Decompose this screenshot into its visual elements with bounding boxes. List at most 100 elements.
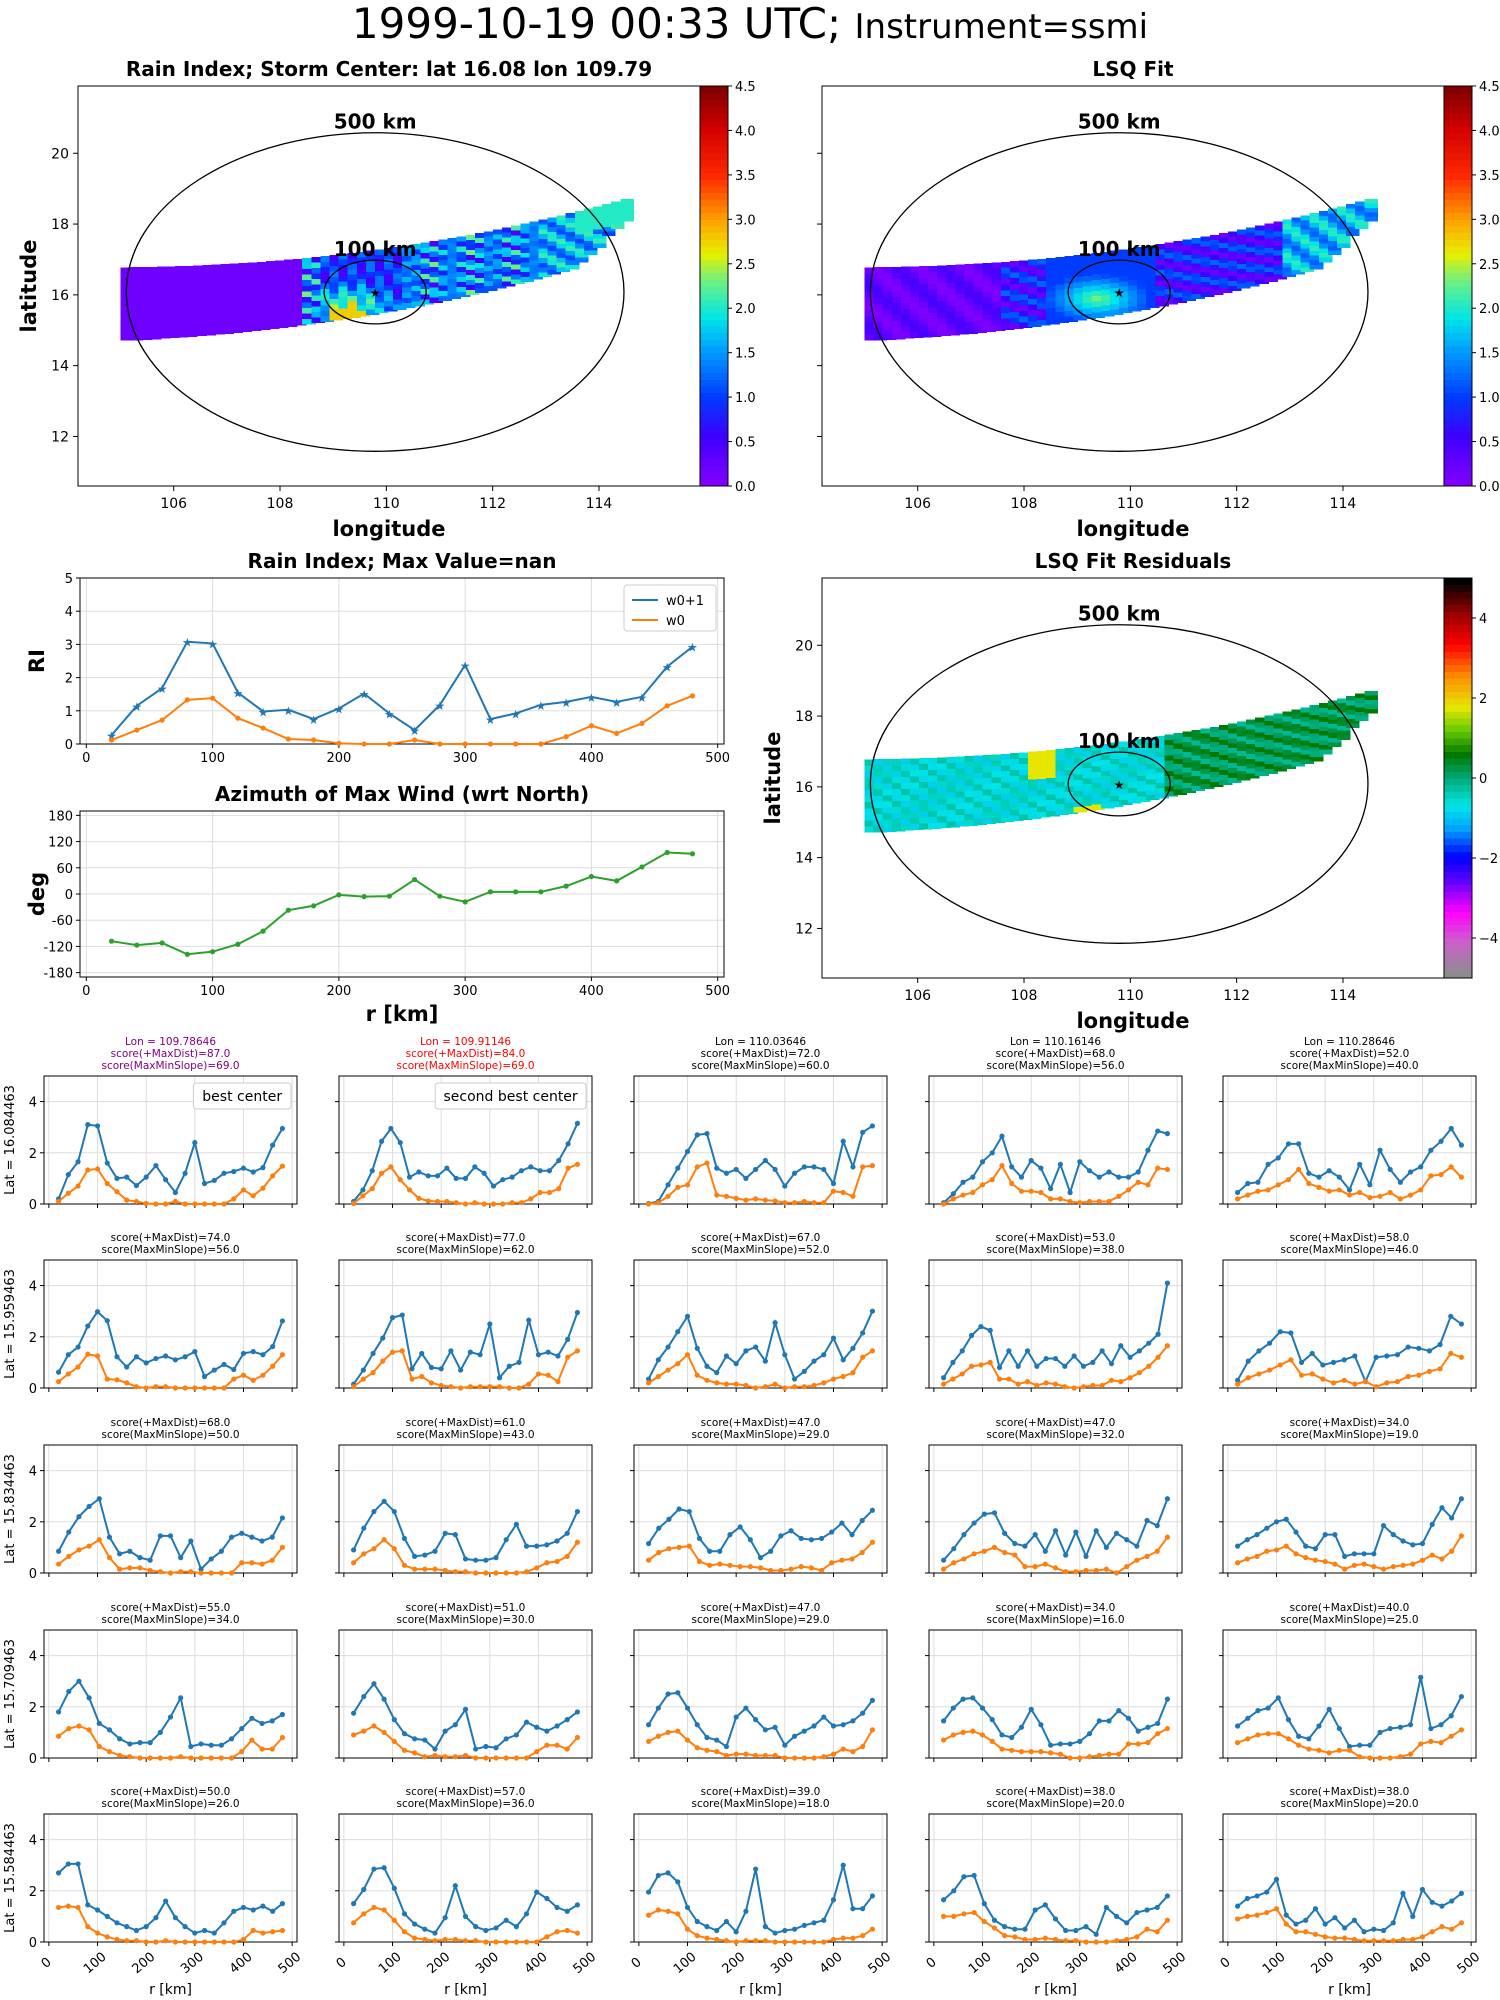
swath-pixel — [900, 308, 915, 315]
colorbar-tick-label: 4.5 — [1479, 80, 1500, 95]
swath-pixel — [1237, 249, 1251, 255]
x-tick-label: 400 — [579, 984, 604, 999]
data-point — [1052, 1381, 1059, 1387]
data-point — [117, 1551, 123, 1557]
data-point — [1303, 1929, 1309, 1935]
data-point — [1009, 1734, 1015, 1741]
data-point — [269, 1746, 275, 1752]
swath-pixel — [964, 802, 979, 809]
data-point — [378, 1170, 385, 1176]
swath-pixel — [1336, 725, 1351, 731]
swath-pixel — [1018, 288, 1033, 295]
data-point — [442, 1754, 448, 1760]
data-point — [1277, 1329, 1283, 1335]
swath-pixel — [946, 803, 960, 810]
swath-pixel — [1237, 726, 1251, 732]
data-point — [518, 1200, 525, 1206]
data-point — [1448, 1313, 1454, 1319]
swath-pixel — [1237, 229, 1251, 235]
data-point — [1255, 1708, 1261, 1714]
swath-pixel — [393, 262, 407, 269]
grid-cell: score(+MaxDist)=40.0score(MaxMinSlope)=2… — [1219, 1602, 1477, 1762]
data-point — [133, 1354, 140, 1360]
swath-pixel — [1046, 794, 1060, 800]
data-point — [1296, 1733, 1302, 1739]
swath-pixel — [1291, 217, 1306, 223]
swath-pixel — [1137, 780, 1151, 787]
swath-pixel — [156, 326, 171, 333]
swath-pixel — [438, 280, 453, 286]
swath-pixel — [1100, 786, 1115, 793]
data-point — [114, 1354, 120, 1360]
swath-pixel — [982, 766, 997, 773]
swath-pixel — [1009, 317, 1024, 324]
swath-pixel — [1009, 266, 1024, 273]
swath-pixel — [1246, 276, 1260, 282]
data-point — [260, 1903, 266, 1909]
data-point — [1099, 1348, 1105, 1354]
swath-pixel — [1018, 260, 1033, 267]
axes-frame — [1222, 1629, 1477, 1759]
swath-pixel — [1037, 286, 1051, 293]
swath-pixel — [320, 305, 334, 311]
colorbar-segment — [700, 352, 728, 360]
data-point — [260, 1372, 266, 1378]
swath-pixel — [474, 272, 489, 279]
swath-pixel — [891, 758, 906, 766]
swath-pixel — [1237, 254, 1251, 260]
data-point — [538, 889, 544, 895]
swath-pixel — [1128, 740, 1142, 746]
data-point — [493, 1570, 499, 1576]
cell-title-line: score(MaxMinSlope)=62.0 — [396, 1244, 534, 1256]
swath-pixel — [1246, 232, 1260, 238]
swath-pixel — [1009, 764, 1024, 771]
data-point — [1145, 1724, 1151, 1730]
swath-pixel — [265, 323, 280, 330]
swath-pixel — [1028, 265, 1042, 271]
swath-pixel — [1173, 733, 1188, 739]
swath-pixel — [1237, 273, 1251, 279]
data-point — [369, 1168, 375, 1174]
swath-pixel — [293, 292, 307, 298]
swath-pixel — [891, 278, 906, 286]
swath-pixel — [882, 771, 897, 778]
data-point — [483, 1743, 489, 1750]
swath-pixel — [864, 316, 879, 323]
grid-row-2: Lat = 15.834463024score(+MaxDist)=68.0sc… — [3, 1417, 1477, 1582]
swath-pixel — [320, 272, 334, 279]
data-point — [1306, 1736, 1312, 1742]
swath-pixel — [1227, 270, 1242, 276]
swath-pixel — [946, 786, 960, 793]
swath-pixel — [1264, 228, 1278, 234]
data-point — [951, 1888, 957, 1894]
data-point — [432, 1548, 438, 1554]
swath-pixel — [483, 260, 498, 267]
swath-pixel — [220, 281, 235, 288]
colorbar-segment — [1444, 92, 1472, 100]
y-tick-label: 2 — [29, 1147, 37, 1162]
data-point — [259, 1720, 265, 1727]
swath-pixel — [1009, 753, 1024, 759]
swath-pixel — [284, 309, 298, 316]
swath-pixel — [520, 276, 534, 282]
swath-pixel — [1109, 785, 1124, 791]
swath-pixel — [1055, 776, 1069, 783]
swath-pixel — [1146, 747, 1160, 754]
data-point — [743, 1348, 749, 1354]
data-point — [564, 1717, 570, 1723]
swath-pixel — [238, 308, 253, 315]
colorbar-segment — [700, 412, 728, 420]
swath-pixel — [574, 215, 589, 221]
data-point — [503, 1570, 509, 1576]
data-point — [991, 1510, 998, 1516]
swath-pixel — [202, 317, 216, 324]
y-tick-label: 0 — [29, 1936, 37, 1951]
data-point — [117, 1752, 123, 1759]
data-point — [614, 878, 620, 884]
data-point — [1113, 1938, 1120, 1944]
swath-pixel — [1237, 760, 1251, 766]
data-point — [85, 1351, 91, 1357]
swath-pixel — [1173, 779, 1188, 785]
swath-pixel — [1137, 252, 1151, 258]
colorbar-segment — [700, 466, 728, 474]
